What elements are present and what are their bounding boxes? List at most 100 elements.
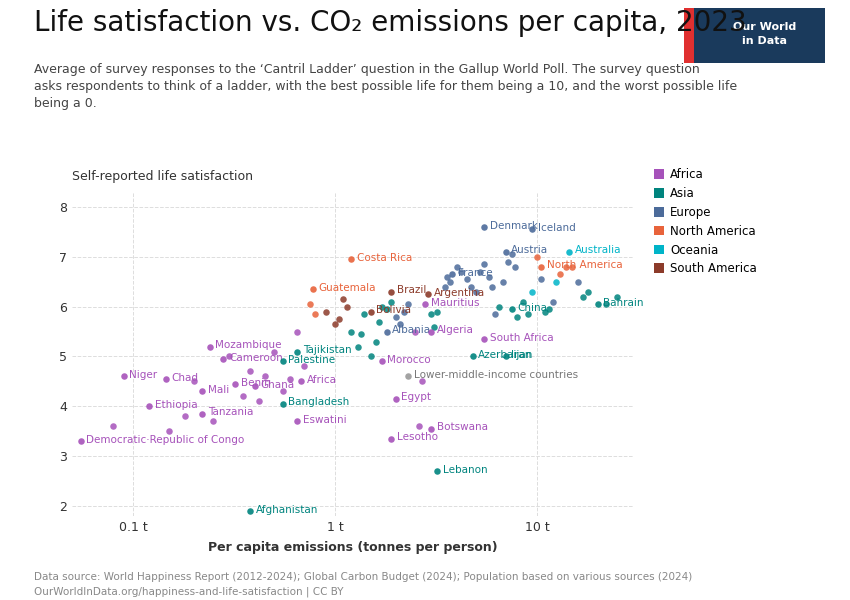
Text: Bolivia: Bolivia xyxy=(376,305,411,315)
Point xyxy=(319,307,332,316)
Point xyxy=(294,377,308,386)
Point xyxy=(275,386,289,396)
Bar xyxy=(684,8,694,63)
Text: Lower-middle-income countries: Lower-middle-income countries xyxy=(414,370,578,380)
X-axis label: Per capita emissions (tonnes per person): Per capita emissions (tonnes per person) xyxy=(208,541,497,554)
Point xyxy=(581,287,595,296)
Text: Mozambique: Mozambique xyxy=(215,340,282,350)
Point xyxy=(610,292,624,301)
Point xyxy=(409,327,422,337)
Point xyxy=(394,319,407,329)
Point xyxy=(283,374,297,384)
Text: Benin: Benin xyxy=(241,377,270,388)
Text: Ethiopia: Ethiopia xyxy=(155,400,197,410)
Point xyxy=(563,247,576,257)
Text: North America: North America xyxy=(547,260,622,271)
Text: Niger: Niger xyxy=(129,370,157,380)
Point xyxy=(550,277,564,287)
Point xyxy=(576,292,590,301)
Point xyxy=(525,287,539,296)
Text: Cameroon: Cameroon xyxy=(229,353,283,362)
Point xyxy=(454,267,468,277)
Point xyxy=(384,434,398,443)
Point xyxy=(74,436,88,446)
Point xyxy=(351,342,365,352)
Point xyxy=(478,222,491,232)
Point xyxy=(344,327,358,337)
Text: Ghana: Ghana xyxy=(260,380,294,390)
Text: Costa Rica: Costa Rica xyxy=(356,253,411,263)
Text: Australia: Australia xyxy=(575,245,621,256)
Point xyxy=(337,295,350,304)
Text: Democratic·Republic of Congo: Democratic·Republic of Congo xyxy=(86,435,245,445)
Point xyxy=(389,312,403,322)
Point xyxy=(328,319,342,329)
Point xyxy=(508,262,522,272)
Text: Algeria: Algeria xyxy=(437,325,473,335)
Text: Eswatini: Eswatini xyxy=(303,415,346,425)
Point xyxy=(401,299,415,309)
Point xyxy=(229,379,242,389)
Point xyxy=(397,307,411,316)
Legend: Africa, Asia, Europe, North America, Oceania, South America: Africa, Asia, Europe, North America, Oce… xyxy=(654,168,756,275)
Text: Mauritius: Mauritius xyxy=(431,298,479,308)
Point xyxy=(469,287,483,296)
Point xyxy=(535,262,548,272)
Point xyxy=(344,254,358,264)
Point xyxy=(178,412,191,421)
Point xyxy=(303,299,316,309)
Text: Palestine: Palestine xyxy=(288,355,335,365)
Point xyxy=(460,274,473,284)
Point xyxy=(375,356,388,366)
Point xyxy=(252,397,266,406)
Point xyxy=(291,327,304,337)
Point xyxy=(535,274,548,284)
Point xyxy=(571,277,585,287)
Point xyxy=(418,299,432,309)
Point xyxy=(521,310,535,319)
Text: Self-reported life satisfaction: Self-reported life satisfaction xyxy=(72,170,253,183)
Text: Africa: Africa xyxy=(307,375,337,385)
Text: Tajikistan: Tajikistan xyxy=(303,345,351,355)
Point xyxy=(258,371,272,381)
Text: Our World
in Data: Our World in Data xyxy=(733,22,796,46)
Point xyxy=(450,262,463,272)
Point xyxy=(416,377,429,386)
Text: Denmark: Denmark xyxy=(490,221,538,230)
Text: Mali: Mali xyxy=(207,385,229,395)
Point xyxy=(106,421,120,431)
Point xyxy=(187,377,201,386)
Point xyxy=(488,310,502,319)
Point xyxy=(542,304,556,314)
Point xyxy=(538,307,552,316)
Point xyxy=(546,297,559,307)
Point xyxy=(440,272,454,281)
Point xyxy=(412,421,426,431)
Point xyxy=(306,284,320,294)
Point xyxy=(424,424,438,434)
Point xyxy=(223,352,236,361)
Point xyxy=(445,269,459,279)
Text: Average of survey responses to the ‘Cantril Ladder’ question in the Gallup World: Average of survey responses to the ‘Cant… xyxy=(34,63,737,110)
Point xyxy=(505,250,518,259)
Point xyxy=(275,399,289,409)
Point xyxy=(372,317,386,326)
Point xyxy=(159,374,173,384)
Point xyxy=(364,307,377,316)
Point xyxy=(482,272,496,281)
Point xyxy=(478,259,491,269)
Point xyxy=(502,257,515,266)
Text: France: France xyxy=(457,268,492,278)
Point xyxy=(207,416,220,426)
Text: Lebanon: Lebanon xyxy=(443,465,487,475)
Point xyxy=(422,289,435,299)
Point xyxy=(380,304,394,314)
Text: Brazil: Brazil xyxy=(397,286,426,295)
Point xyxy=(162,427,175,436)
Point xyxy=(401,371,415,381)
Point xyxy=(591,299,604,309)
Text: Lesotho: Lesotho xyxy=(397,433,438,442)
Point xyxy=(499,352,513,361)
Point xyxy=(341,302,354,311)
Text: Iran: Iran xyxy=(511,350,531,360)
